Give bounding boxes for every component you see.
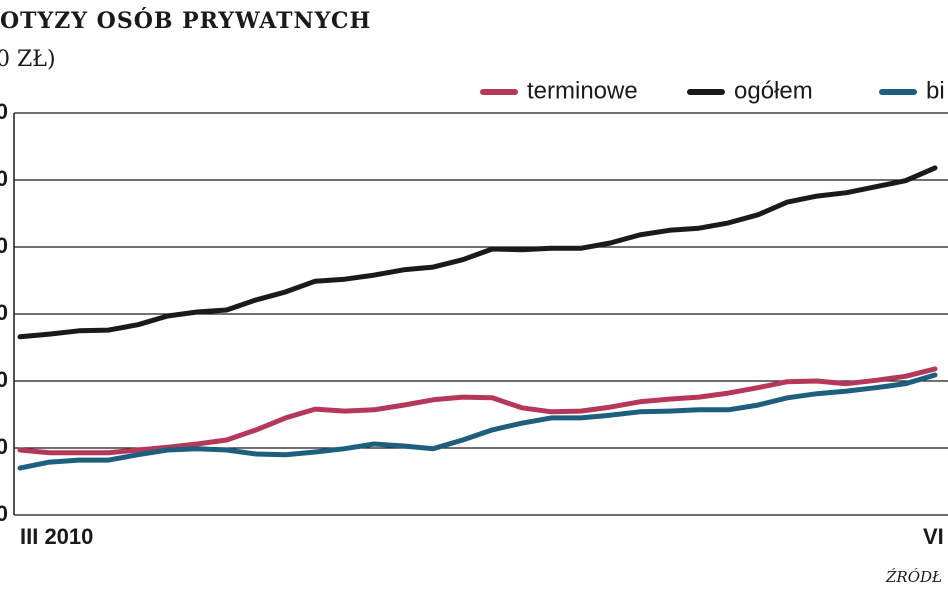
legend-label: terminowe [527, 77, 638, 104]
legend-label: ogółem [734, 77, 813, 104]
line-series [17, 366, 938, 456]
y-tick-label: 0 [0, 367, 8, 392]
legend-label: bi [926, 77, 945, 104]
y-tick-label: 0 [0, 166, 8, 191]
source: ŹRÓDŁ [885, 568, 942, 586]
x-tick-label: VI [923, 524, 944, 549]
line-series [17, 165, 938, 340]
line-series [17, 372, 938, 471]
chart-title: OTYZY OSÓB PRYWATNYCH [0, 7, 371, 34]
y-tick-label: 0 [0, 434, 8, 459]
y-tick-label: 0 [0, 501, 8, 526]
chart-subtitle: 0 ZŁ) [0, 47, 56, 72]
x-tick-label: III 2010 [20, 524, 93, 549]
y-tick-label: 0 [0, 99, 8, 124]
y-tick-label: 0 [0, 233, 8, 258]
y-tick-label: 0 [0, 300, 8, 325]
